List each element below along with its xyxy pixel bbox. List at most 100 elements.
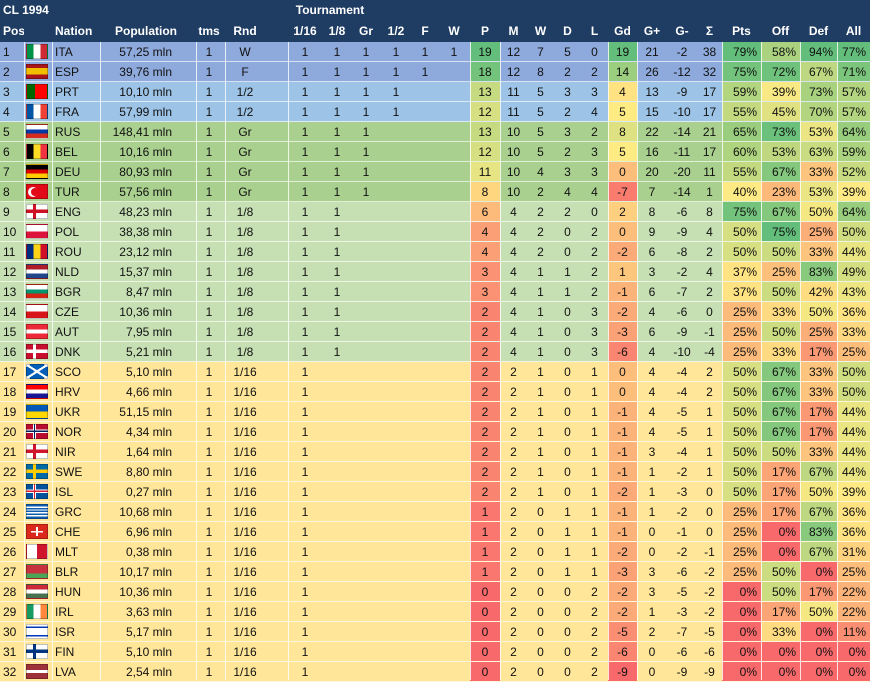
cell-p: 11 xyxy=(470,162,500,181)
table-row: 8 TUR 57,56 mln 1 Gr 1 1 1 8 10 2 4 4 -7 7 -14 1 40% 23% 53… xyxy=(0,182,870,202)
cell-m: 2 xyxy=(510,585,517,599)
column-separator xyxy=(470,42,471,680)
cell-ga: -2 xyxy=(676,465,688,479)
cell-p: 4 xyxy=(470,242,500,261)
flag-icon-dnk xyxy=(26,344,48,359)
cell-r8: 1 xyxy=(333,245,341,259)
cell-r16: 1 xyxy=(301,345,309,359)
cell-tms: 1 xyxy=(205,405,213,419)
cell-pts: 25% xyxy=(722,502,761,521)
cell-rnd: 1/16 xyxy=(233,525,257,539)
cell-ga: -14 xyxy=(673,125,691,139)
cell-pop: 148,41 mln xyxy=(112,125,172,139)
cell-tms: 1 xyxy=(205,265,213,279)
table-row: 10 POL 38,38 mln 1 1/8 1 1 4 4 2 0 2 0 9 -9 4 50% 75% 25% 5… xyxy=(0,222,870,242)
cell-tms: 1 xyxy=(205,125,213,139)
cell-pop: 5,21 mln xyxy=(125,345,172,359)
cell-gd: 2 xyxy=(608,202,637,221)
cell-m: 11 xyxy=(507,85,520,99)
cell-f xyxy=(412,242,438,261)
cell-rnd: F xyxy=(241,65,249,79)
table-row: 26 MLT 0,38 mln 1 1/16 1 1 2 0 1 1 -2 0 -2 -1 25% 0% 67% 3… xyxy=(0,542,870,562)
cell-sf: 1 xyxy=(392,85,400,99)
cell-p: 1 xyxy=(470,502,500,521)
cell-pts: 25% xyxy=(722,522,761,541)
cell-r8: 1 xyxy=(333,105,341,119)
cell-off: 17% xyxy=(761,602,800,621)
cell-d: 0 xyxy=(564,345,571,359)
cell-won: 1 xyxy=(537,305,544,319)
cell-pos: 32 xyxy=(3,665,17,679)
cell-pos: 15 xyxy=(3,325,17,339)
cell-tms: 1 xyxy=(205,425,213,439)
cell-gr xyxy=(352,422,380,441)
cell-won: 1 xyxy=(537,445,544,459)
cell-pop: 10,16 mln xyxy=(119,145,172,159)
cell-ga: -20 xyxy=(673,165,691,179)
cell-m: 4 xyxy=(510,305,517,319)
table-row: 5 RUS 148,41 mln 1 Gr 1 1 1 13 10 5 3 2 8 22 -14 21 65% 73… xyxy=(0,122,870,142)
cell-gf: 26 xyxy=(645,65,659,79)
cell-off: 50% xyxy=(761,322,800,341)
cell-won: 2 xyxy=(537,205,544,219)
table-row: 19 UKR 51,15 mln 1 1/16 1 2 2 1 0 1 -1 4 -5 1 50% 67% 17%… xyxy=(0,402,870,422)
cell-off: 67% xyxy=(761,422,800,441)
cell-pts: 0% xyxy=(722,622,761,641)
cell-ga: -5 xyxy=(676,405,688,419)
cell-code: RUS xyxy=(55,125,81,139)
cell-pos: 29 xyxy=(3,605,17,619)
cell-gf: 6 xyxy=(648,285,656,299)
cell-m: 10 xyxy=(506,125,521,139)
cell-sum: 2 xyxy=(706,285,713,299)
cell-def: 17% xyxy=(800,582,837,601)
cell-ga: -4 xyxy=(676,365,688,379)
cell-pos: 4 xyxy=(3,105,10,119)
cell-code: NLD xyxy=(55,265,80,279)
cell-tms: 1 xyxy=(205,205,213,219)
cell-m: 2 xyxy=(510,385,517,399)
cell-all: 25% xyxy=(837,562,870,581)
cell-all: 22% xyxy=(837,582,870,601)
cell-m: 11 xyxy=(507,105,520,119)
cell-code: BEL xyxy=(55,145,78,159)
cell-lost: 1 xyxy=(591,465,598,479)
cell-f xyxy=(412,662,438,681)
cell-gr: 1 xyxy=(362,65,370,79)
cell-r8: 1 xyxy=(333,345,341,359)
cell-code: NIR xyxy=(55,445,76,459)
cell-code: PRT xyxy=(55,85,79,99)
cell-gd: -1 xyxy=(608,442,637,461)
cell-pos: 27 xyxy=(3,565,17,579)
cell-w xyxy=(440,162,468,181)
cell-tms: 1 xyxy=(205,465,213,479)
flag-icon-nor xyxy=(26,424,48,439)
cell-gf: 1 xyxy=(648,605,656,619)
flag-icon-grc xyxy=(26,504,48,519)
cell-m: 2 xyxy=(510,445,517,459)
flag-icon-cze xyxy=(26,304,48,319)
cell-f xyxy=(412,442,438,461)
cell-d: 4 xyxy=(564,185,571,199)
cell-gr: 1 xyxy=(362,125,370,139)
cell-rnd: 1/16 xyxy=(233,385,257,399)
cell-p: 0 xyxy=(470,602,500,621)
cell-gd: -3 xyxy=(608,562,637,581)
cell-sum: 1 xyxy=(706,425,713,439)
cell-gf: 4 xyxy=(648,425,656,439)
cell-gd: 0 xyxy=(608,222,637,241)
flag-icon-mlt xyxy=(26,544,48,559)
cell-f xyxy=(412,162,438,181)
cell-pos: 13 xyxy=(3,285,17,299)
cell-p: 8 xyxy=(470,182,500,201)
cell-w xyxy=(440,342,468,361)
cell-ga: -4 xyxy=(676,445,688,459)
cell-d: 2 xyxy=(564,205,571,219)
cell-code: GRC xyxy=(55,505,82,519)
column-header: Nation xyxy=(55,24,93,38)
cell-sum: 0 xyxy=(706,305,713,319)
cell-off: 50% xyxy=(761,582,800,601)
cell-r8 xyxy=(323,582,351,601)
cell-r8: 1 xyxy=(333,125,341,139)
cell-rnd: W xyxy=(239,45,251,59)
